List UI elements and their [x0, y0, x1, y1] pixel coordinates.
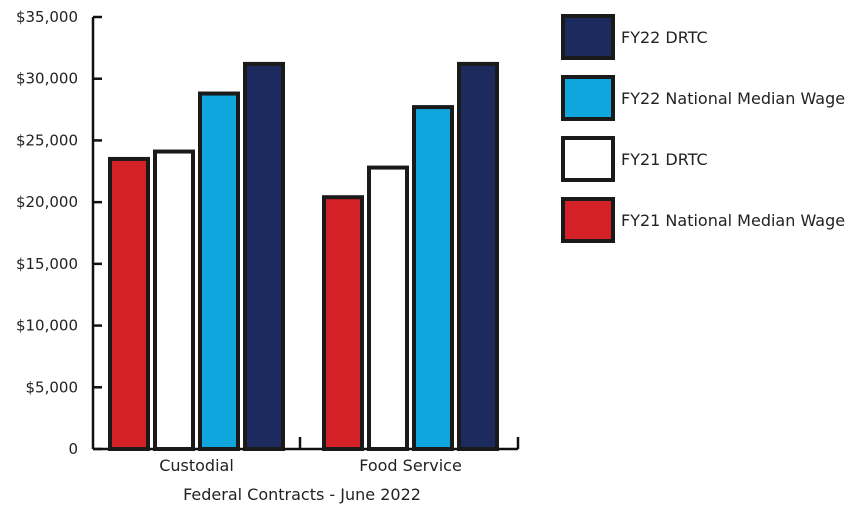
legend-swatch [561, 14, 615, 60]
category-label: Custodial [159, 456, 234, 475]
legend-swatch [561, 136, 615, 182]
legend-label: FY21 DRTC [621, 150, 708, 169]
category-labels: Custodial Food Service [159, 456, 462, 475]
x-axis-title: Federal Contracts - June 2022 [183, 485, 421, 504]
category-label: Food Service [359, 456, 462, 475]
legend-swatch [561, 75, 615, 121]
legend: FY22 DRTC FY22 National Median Wage FY21 D… [561, 14, 845, 243]
bar-fy21-drtc-food-service [367, 165, 409, 451]
y-tick-label: $5,000 [26, 378, 79, 396]
y-axis: 0 $5,000 $10,000 $15,000 $20,000 $25,000 $30,0… [16, 8, 102, 458]
bar-fy22-drtc-food-service [457, 61, 499, 451]
bar-fy22-national-median-wage-custodial [198, 91, 240, 451]
legend-label: FY22 DRTC [621, 28, 708, 47]
bar-fy21-drtc-custodial [153, 149, 195, 451]
legend-label: FY21 National Median Wage [621, 211, 845, 230]
y-tick-label: $15,000 [16, 255, 78, 273]
y-tick-label: $35,000 [16, 8, 78, 26]
y-tick-label: 0 [68, 440, 78, 458]
y-tick-label: $25,000 [16, 131, 78, 149]
y-tick-label: $30,000 [16, 70, 78, 88]
legend-swatch [561, 197, 615, 243]
bar-fy21-national-median-wage-custodial [108, 156, 150, 451]
bar-fy22-national-median-wage-food-service [412, 105, 454, 452]
bar-fy21-national-median-wage-food-service [322, 195, 364, 451]
legend-label: FY22 National Median Wage [621, 89, 845, 108]
bar-fy22-drtc-custodial [243, 61, 285, 451]
y-tick-label: $20,000 [16, 193, 78, 211]
y-tick-label: $10,000 [16, 317, 78, 335]
bars [108, 61, 499, 452]
